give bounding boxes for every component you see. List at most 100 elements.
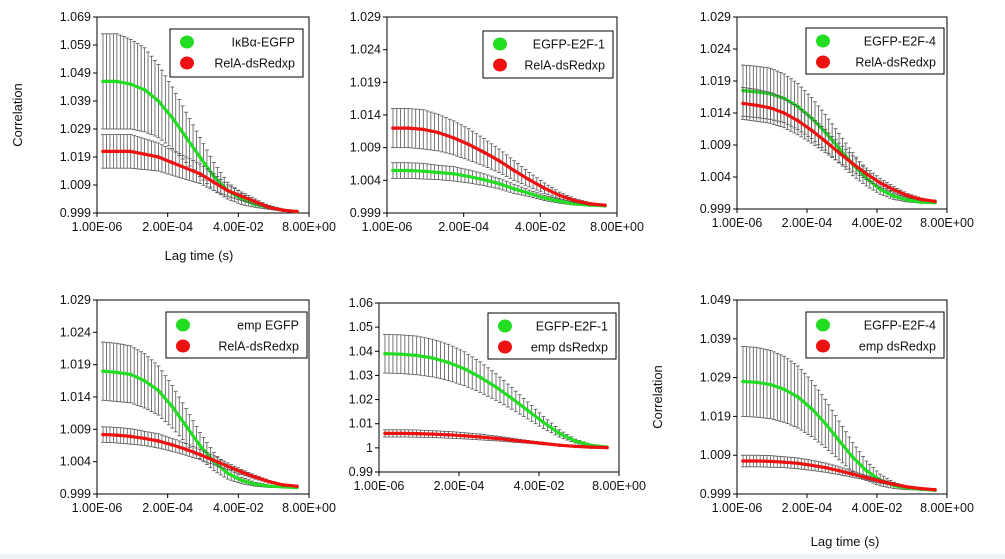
y-tick-label: 1.019	[700, 74, 731, 88]
data-point	[589, 445, 593, 449]
data-point	[796, 461, 800, 466]
data-point	[446, 433, 451, 437]
legend: emp EGFP RelA-dsRedxp	[165, 311, 308, 359]
data-point	[494, 436, 498, 441]
data-point	[572, 198, 577, 203]
x-tick-label: 2.00E-04	[142, 501, 193, 515]
chart-panel-6: 0.999 1.009 1.019 1.029 1.039 1.049 1.00E-06 2.…	[650, 293, 974, 549]
data-point	[436, 170, 441, 175]
y-tick-label: 1.009	[700, 448, 731, 462]
data-point	[864, 468, 869, 473]
data-point	[184, 135, 188, 140]
legend: EGFP-E2F-4 RelA-dsRedxp	[805, 27, 945, 75]
legend-marker-red	[176, 339, 190, 353]
y-tick-label: 1.004	[350, 173, 381, 187]
data-point	[573, 439, 578, 443]
legend-label: RelA-dsRedxp	[214, 57, 295, 71]
data-point	[933, 487, 937, 492]
data-point	[878, 180, 882, 185]
x-tick-label: 8.00E+00	[282, 220, 336, 234]
x-tick-label: 4.00E-02	[852, 501, 903, 515]
data-point	[399, 431, 403, 436]
data-point	[864, 172, 869, 176]
x-tick-label: 1.00E-06	[72, 220, 123, 234]
x-tick-label: 8.00E+00	[920, 501, 974, 515]
data-point	[478, 375, 482, 379]
y-tick-label: 1.014	[350, 108, 381, 122]
y-tick-label: 1.019	[700, 409, 731, 423]
series-green	[741, 346, 937, 492]
x-tick-label: 1.00E-06	[712, 216, 763, 230]
data-point	[462, 433, 467, 438]
x-tick-label: 1.00E-06	[362, 220, 413, 234]
x-tick-label: 1.00E-06	[72, 501, 123, 515]
data-point	[128, 434, 133, 439]
x-tick-label: 4.00E-02	[514, 479, 565, 493]
data-point	[878, 187, 882, 191]
data-point	[768, 382, 773, 387]
legend-box	[165, 311, 308, 359]
series-red	[101, 426, 299, 489]
data-point	[406, 168, 410, 173]
data-point	[796, 395, 800, 399]
legend-box	[805, 311, 945, 359]
data-point	[494, 385, 498, 389]
x-tick-label: 8.00E+00	[282, 501, 336, 515]
data-point	[170, 404, 175, 409]
data-point	[170, 160, 175, 165]
legend-marker-red	[498, 340, 512, 354]
data-point	[754, 459, 759, 463]
data-point	[466, 174, 471, 179]
data-point	[198, 452, 202, 457]
legend-marker-green	[176, 318, 190, 332]
data-point	[383, 431, 387, 436]
data-point	[541, 441, 546, 446]
chart-panel-2: 0.999 1.004 1.009 1.014 1.019 1.024 1.029 1.00E…	[350, 10, 644, 234]
series-red	[101, 134, 299, 214]
y-tick-label: 1.04	[349, 344, 373, 358]
data-point	[782, 387, 786, 392]
data-point	[466, 142, 471, 147]
data-point	[741, 459, 745, 463]
data-point	[267, 484, 272, 489]
data-point	[482, 177, 486, 182]
data-point	[462, 366, 467, 371]
data-point	[414, 431, 419, 436]
y-tick-label: 1.029	[350, 10, 381, 24]
data-point	[267, 479, 272, 484]
x-tick-label: 4.00E-02	[515, 220, 566, 234]
plot-frame	[96, 16, 310, 214]
data-point	[892, 188, 896, 192]
data-point	[603, 203, 607, 207]
y-tick-label: 1.004	[700, 170, 731, 184]
y-tick-label: 0.999	[700, 202, 731, 216]
data-point	[115, 370, 119, 375]
data-point	[572, 202, 577, 206]
legend-marker-green	[493, 37, 507, 51]
data-point	[225, 471, 230, 476]
chart-panel-3: 0.999 1.004 1.009 1.014 1.019 1.024 1.029 1.00E…	[700, 10, 974, 230]
data-point	[919, 197, 924, 202]
x-tick-label: 1.00E-06	[354, 479, 405, 493]
data-point	[281, 483, 285, 487]
data-point	[557, 443, 562, 448]
legend-label: IκBα-EGFP	[232, 36, 295, 50]
y-tick-label: 1.069	[60, 10, 91, 24]
data-point	[510, 396, 514, 401]
data-point	[156, 439, 161, 443]
data-point	[184, 424, 188, 428]
data-point	[253, 475, 258, 479]
data-point	[225, 188, 230, 193]
series-green	[391, 162, 607, 208]
y-tick-label: 1.024	[700, 42, 731, 56]
legend-label: emp dsRedxp	[859, 340, 936, 354]
x-tick-label: 2.00E-04	[434, 479, 485, 493]
legend: EGFP-E2F-1 RelA-dsRedxp	[482, 30, 614, 79]
legend: IκBα-EGFP RelA-dsRedxp	[169, 28, 304, 78]
data-point	[768, 459, 773, 464]
plot-frame	[378, 302, 620, 473]
data-point	[497, 181, 501, 186]
x-tick-label: 2.00E-04	[782, 501, 833, 515]
data-point	[542, 186, 547, 190]
